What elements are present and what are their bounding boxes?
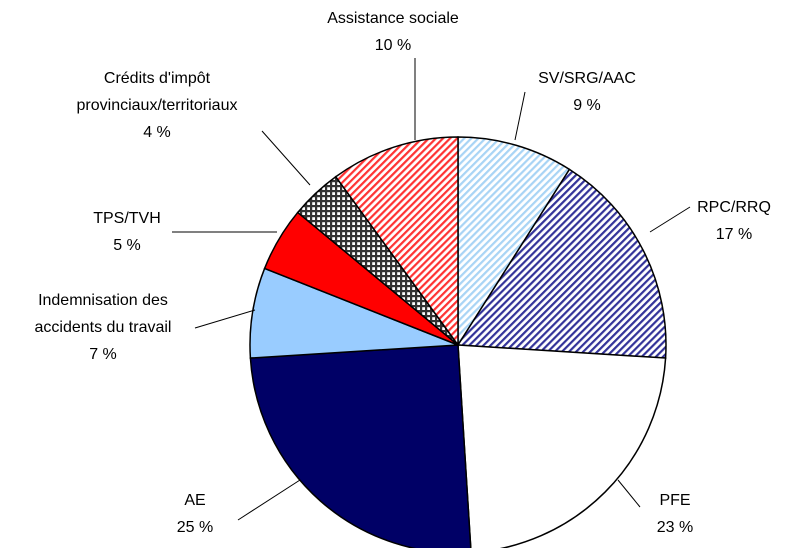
value-label: 4 %: [143, 124, 171, 141]
value-label: 7 %: [89, 346, 117, 363]
slice-label: Assistance sociale: [327, 10, 459, 27]
leader-line: [617, 479, 641, 508]
leader-line: [194, 309, 256, 329]
pie-slice: [456, 168, 667, 359]
slice-label: TPS/TVH: [93, 210, 161, 227]
pie-slice: [334, 136, 459, 348]
slice-label: Indemnisation des accidents du travail: [34, 292, 172, 336]
value-label: 5 %: [113, 237, 141, 254]
slice-label: SV/SRG/AAC: [538, 70, 636, 87]
slice-label: Crédits d'impôt provinciaux/territoriaux: [76, 70, 238, 114]
leader-line: [514, 91, 526, 141]
leader-line: [261, 130, 311, 186]
value-label: 17 %: [715, 226, 753, 243]
leader-line: [649, 206, 691, 233]
pie-slice: [457, 136, 571, 348]
slice-label: RPC/RRQ: [697, 199, 771, 216]
value-label: 23 %: [656, 519, 694, 536]
slice-label: AE: [184, 492, 206, 509]
leader-line: [237, 479, 301, 521]
value-label: 25 %: [176, 519, 214, 536]
pie-slice: [249, 344, 472, 548]
value-label: 9 %: [573, 97, 601, 114]
value-label: 10 %: [374, 37, 412, 54]
pie-slice: [457, 344, 667, 548]
slice-label: PFE: [659, 492, 691, 509]
